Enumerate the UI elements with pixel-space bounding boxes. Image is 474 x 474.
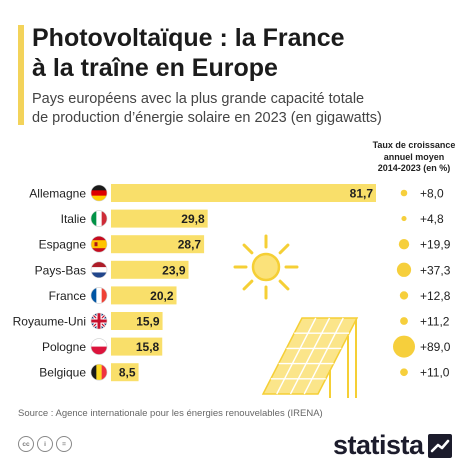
chart-row: Espagne 28,7 +19,9 (39, 235, 451, 254)
subtitle-line-2: de production d’énergie solaire en 2023 … (32, 110, 382, 126)
poland-flag (90, 338, 108, 355)
belgium-flag (90, 363, 108, 381)
growth-rate-label: +11,0 (420, 366, 450, 380)
bar-value-label: 15,9 (136, 315, 160, 329)
spain-flag (90, 235, 108, 253)
chart-row: France 20,2 +12,8 (49, 286, 451, 305)
growth-bubble (396, 262, 412, 277)
bar (111, 337, 163, 356)
title-line-2: à la traîne en Europe (32, 54, 278, 82)
solar-panel-icon (261, 317, 359, 398)
no-derivatives-icon: = (56, 436, 72, 452)
growth-rate-label: +8,0 (420, 187, 444, 201)
bar-value-label: 20,2 (150, 289, 174, 303)
growth-rate-label: +19,9 (420, 238, 451, 252)
growth-rate-label: +11,2 (420, 315, 450, 329)
growth-bubble (401, 216, 407, 222)
bar (111, 235, 205, 254)
title-accent-bar (18, 25, 24, 125)
bar (111, 209, 208, 228)
chart-row: Royaume-Uni 15,9 +11,2 (13, 312, 450, 330)
cc-icon: cc (18, 436, 34, 452)
chart-rows: Allemagne 81,7 +8,0 Italie 29,8 +4,8 Espagne 28… (13, 184, 451, 382)
growth-rate-label: +4,8 (420, 212, 444, 226)
bar-value-label: 29,8 (181, 212, 205, 226)
uk-flag (90, 312, 108, 330)
page-title: Photovoltaïque : la France à la traîne e… (32, 23, 345, 83)
bar (111, 260, 189, 279)
chart-row: Pologne 15,8 +89,0 (42, 335, 451, 358)
subtitle: Pays européens avec la plus grande capac… (32, 90, 382, 128)
title-line-1: Photovoltaïque : la France (32, 24, 345, 52)
netherlands-flag (90, 261, 108, 279)
category-label: France (49, 289, 87, 303)
growth-bubble (400, 189, 408, 197)
category-label: Pays-Bas (35, 263, 86, 277)
statista-logo: statista (333, 430, 452, 461)
chart-row: Belgique 8,5 +11,0 (39, 363, 450, 382)
category-label: Pologne (42, 340, 86, 354)
france-flag (90, 287, 108, 304)
statista-logo-icon (427, 433, 452, 458)
bar (111, 363, 139, 382)
chart-row: Allemagne 81,7 +8,0 (29, 184, 444, 202)
category-label: Belgique (39, 366, 86, 380)
chart-row: Pays-Bas 23,9 +37,3 (35, 260, 451, 279)
brand-name: statista (333, 430, 424, 460)
solar-illustration (233, 234, 359, 398)
growth-header-line-3: 2014-2023 (en %) (377, 163, 451, 173)
italy-flag (90, 210, 108, 227)
bar-value-label: 8,5 (119, 366, 136, 380)
bar-value-label: 23,9 (162, 263, 186, 277)
growth-bubble (398, 238, 410, 250)
subtitle-line-1: Pays européens avec la plus grande capac… (32, 91, 365, 107)
sun-icon (233, 234, 299, 300)
growth-rate-label: +89,0 (420, 340, 451, 354)
category-label: Royaume-Uni (13, 315, 86, 329)
germany-flag (90, 184, 108, 202)
growth-header-line-1: Taux de croissance (372, 140, 456, 150)
growth-rate-header: Taux de croissance annuel moyen 2014-202… (358, 140, 470, 175)
growth-bubble (400, 368, 408, 377)
source-note: Source : Agence internationale pour les … (18, 408, 323, 419)
license-icons: cc i = (18, 436, 72, 452)
bar-value-label: 28,7 (178, 238, 202, 252)
growth-rate-label: +37,3 (420, 263, 451, 277)
bar (111, 286, 177, 305)
bar (111, 184, 376, 202)
growth-bubble (400, 317, 408, 325)
growth-header-line-2: annuel moyen (383, 151, 445, 162)
category-label: Espagne (39, 238, 87, 252)
bar-value-label: 15,8 (136, 340, 160, 354)
growth-rate-label: +12,8 (420, 289, 451, 303)
bar-value-label: 81,7 (350, 187, 374, 201)
category-label: Allemagne (29, 187, 86, 201)
category-label: Italie (61, 212, 87, 226)
attribution-icon: i (37, 436, 53, 452)
growth-bubble (393, 335, 415, 358)
bar (111, 312, 163, 330)
growth-bubble (399, 291, 409, 300)
chart-row: Italie 29,8 +4,8 (61, 209, 444, 228)
